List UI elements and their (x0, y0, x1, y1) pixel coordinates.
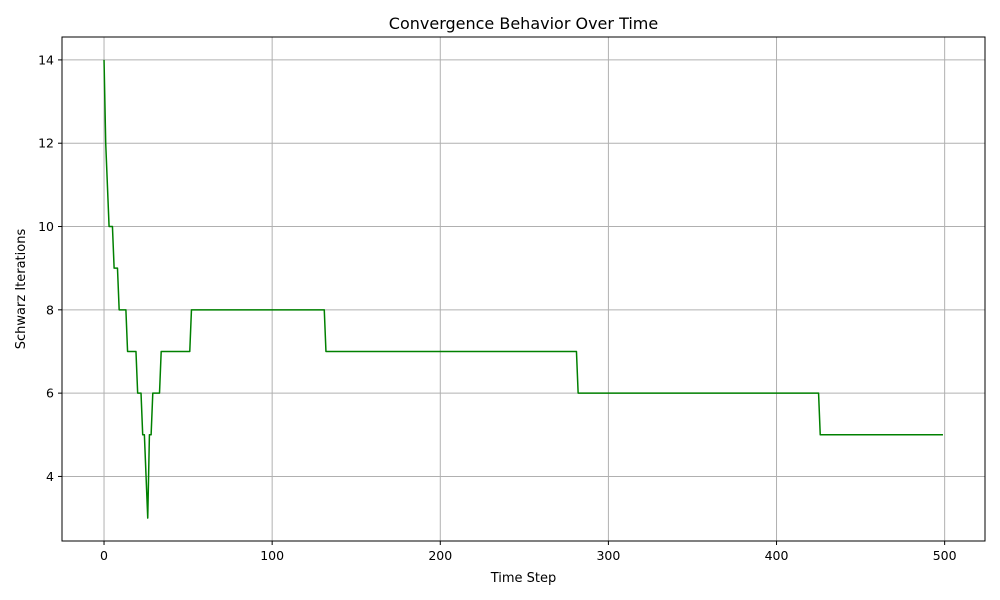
y-tick-label: 14 (38, 52, 54, 67)
series-line (103, 59, 943, 519)
x-axis: 0 100 200 300 400 500 (100, 541, 957, 563)
y-tick-label: 8 (46, 302, 54, 317)
x-tick-label: 0 (100, 548, 108, 563)
plot-frame (61, 36, 986, 542)
y-tick-label: 4 (46, 469, 54, 484)
y-axis: 4 6 8 10 12 14 (38, 52, 62, 484)
x-tick-label: 400 (765, 548, 789, 563)
x-tick-label: 100 (260, 548, 284, 563)
grid (62, 37, 985, 541)
x-tick-label: 500 (933, 548, 957, 563)
chart-title: Convergence Behavior Over Time (389, 14, 658, 33)
y-tick-label: 10 (38, 219, 54, 234)
y-tick-label: 6 (46, 386, 54, 401)
plot-area (103, 59, 943, 519)
x-axis-label: Time Step (490, 571, 557, 586)
x-tick-label: 300 (596, 548, 620, 563)
y-axis-label: Schwarz Iterations (14, 229, 29, 350)
x-tick-label: 200 (428, 548, 452, 563)
y-tick-label: 12 (38, 136, 54, 151)
